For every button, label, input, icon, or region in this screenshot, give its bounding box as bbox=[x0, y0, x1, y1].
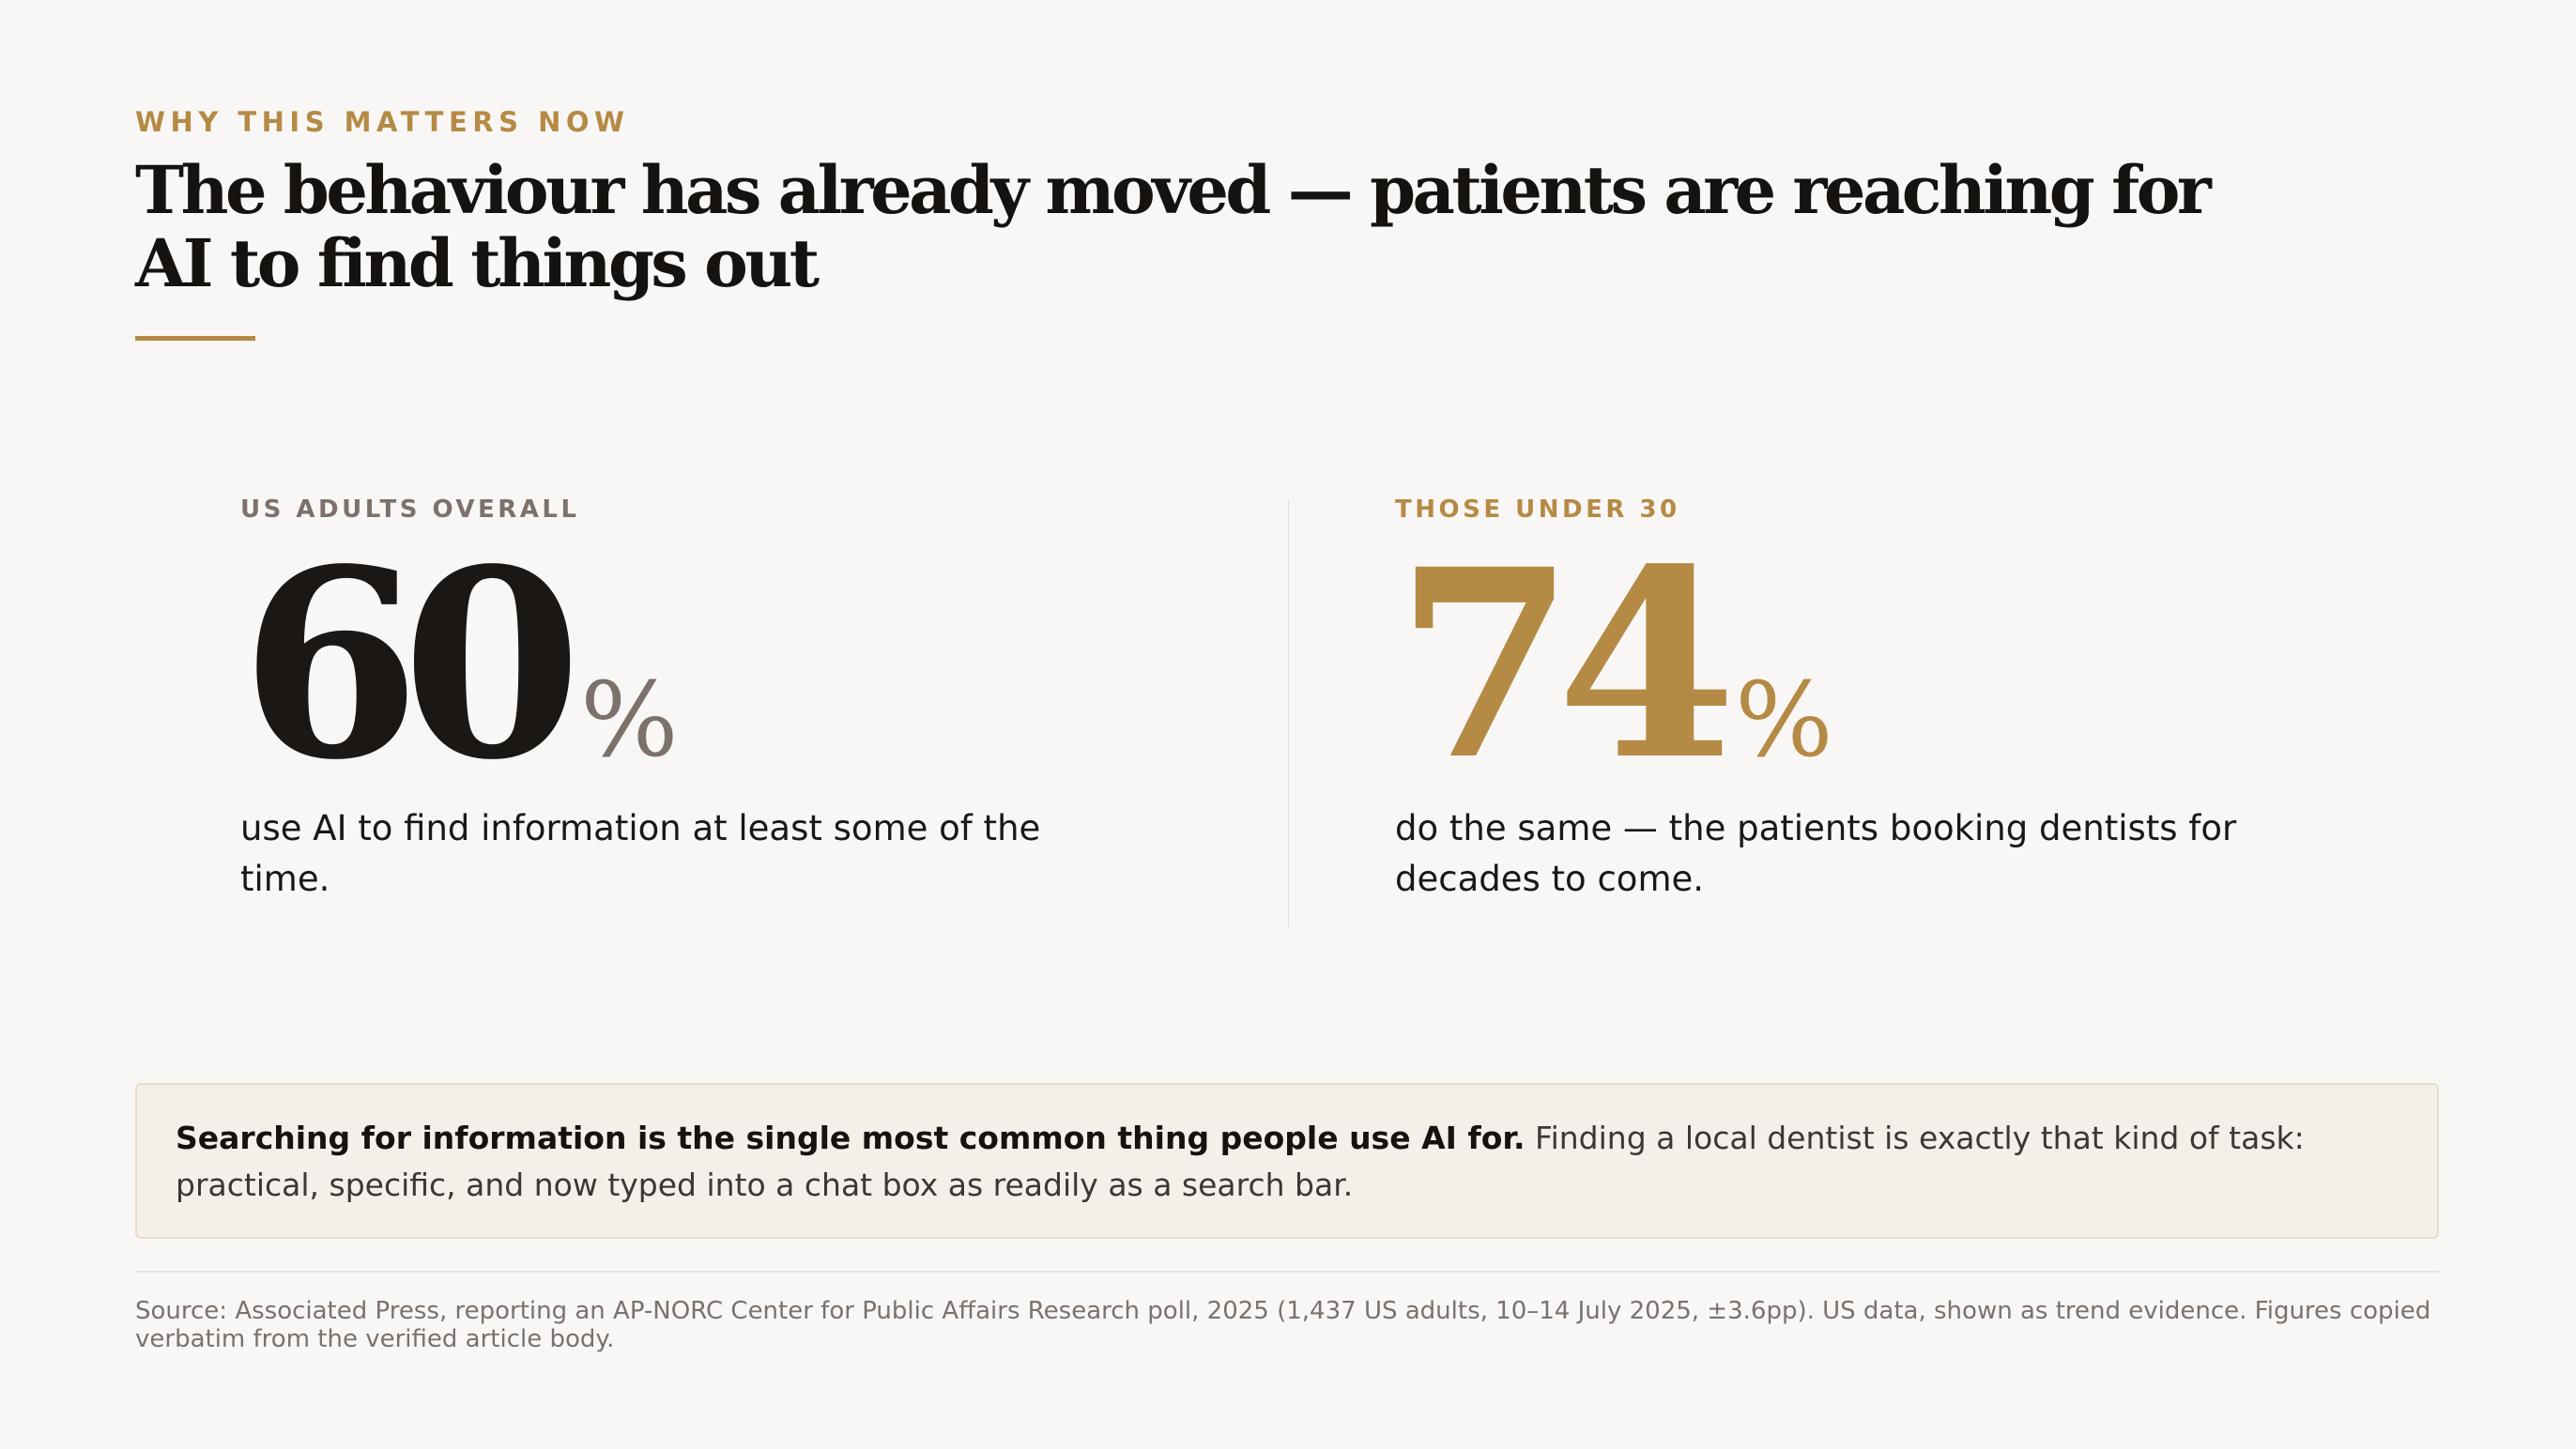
callout-lead: Searching for information is the single … bbox=[176, 1120, 1526, 1156]
stat-label: THOSE UNDER 30 bbox=[1395, 496, 1680, 524]
callout-body: Finding a local dentist is exactly that … bbox=[176, 1120, 2305, 1203]
stat-value: 74 bbox=[1395, 513, 1737, 817]
accent-rule bbox=[135, 336, 255, 341]
stat-under-30: THOSE UNDER 30 74% do the same — the pat… bbox=[1395, 497, 2240, 905]
stat-label: US ADULTS OVERALL bbox=[240, 496, 580, 524]
stat-figure: 60% bbox=[240, 513, 1085, 817]
insight-callout: Searching for information is the single … bbox=[135, 1083, 2439, 1239]
section-eyebrow: WHY THIS MATTERS NOW bbox=[135, 106, 630, 138]
column-divider bbox=[1288, 499, 1289, 927]
footer-rule bbox=[135, 1271, 2439, 1273]
stat-description: use AI to find information at least some… bbox=[240, 808, 1041, 899]
stat-unit: % bbox=[1735, 660, 1833, 780]
stat-figure: 74% bbox=[1395, 513, 2240, 817]
stat-unit: % bbox=[580, 660, 679, 780]
source-note: Source: Associated Press, reporting an A… bbox=[135, 1297, 2431, 1353]
page-headline: The behaviour has already moved — patien… bbox=[135, 151, 2212, 302]
stat-value: 60 bbox=[240, 513, 582, 817]
stat-us-adults: US ADULTS OVERALL 60% use AI to find inf… bbox=[240, 497, 1085, 905]
stat-description: do the same — the patients booking denti… bbox=[1395, 808, 2237, 899]
